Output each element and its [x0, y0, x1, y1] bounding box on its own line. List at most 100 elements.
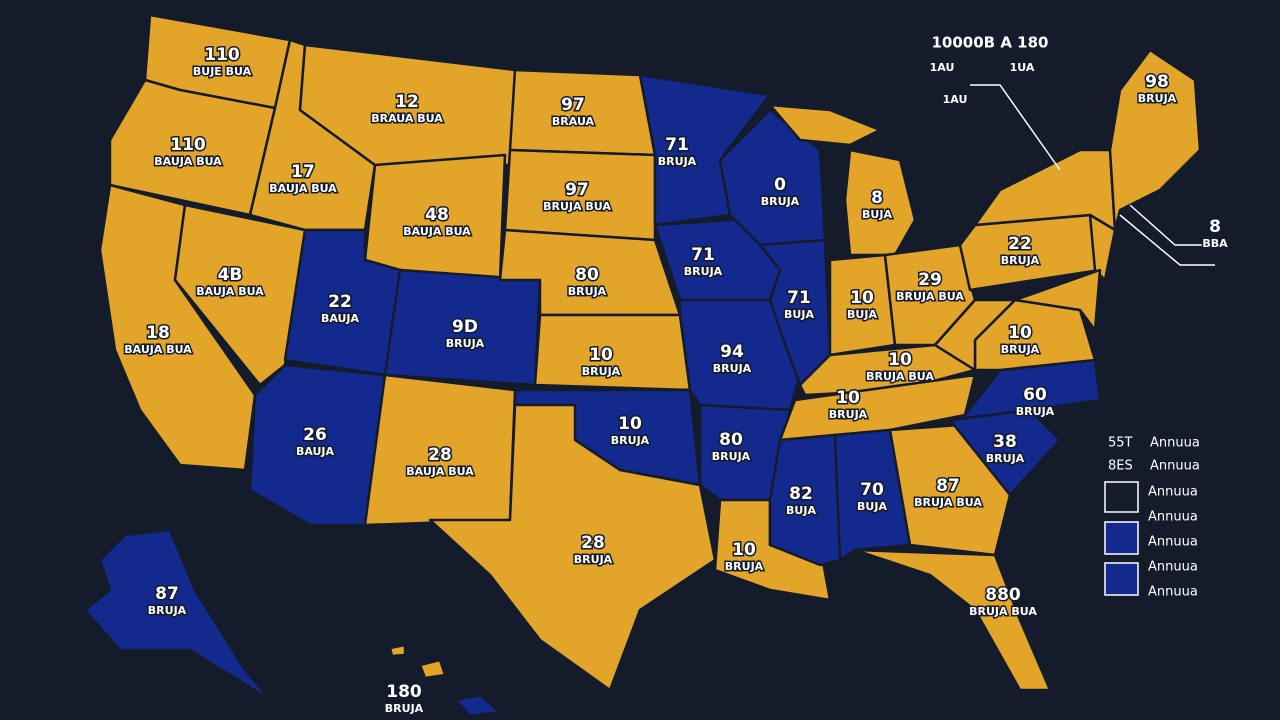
state	[388, 643, 407, 658]
state-label: BUJE BUA	[193, 65, 252, 78]
state-number: 98	[1145, 72, 1169, 92]
state-number: 18	[146, 323, 170, 343]
state	[1108, 48, 1202, 232]
state-label: BRUJA	[582, 365, 621, 378]
state	[1013, 268, 1102, 332]
state-number: 29	[918, 270, 942, 290]
state-number: 10	[836, 388, 860, 408]
state-label: BRUJA	[712, 450, 751, 463]
legend-swatches	[1104, 481, 1139, 596]
state	[453, 693, 502, 718]
state-label: BUJA	[857, 500, 887, 513]
state-label: BRUJA	[684, 265, 723, 278]
state-label: BAUJA	[321, 312, 360, 325]
states	[83, 13, 1202, 718]
state	[418, 658, 447, 680]
state-label: BRUJA	[1001, 343, 1040, 356]
state-label: BAUJA BUA	[124, 343, 192, 356]
state-number: 4B	[218, 265, 243, 285]
state-number: 48	[425, 205, 449, 225]
state-number: 28	[581, 533, 605, 553]
header-note: 1AU	[943, 93, 968, 106]
state-label: BRUJA	[658, 155, 697, 168]
state-label: BRUJA	[725, 560, 764, 573]
legend-item: Annuua	[1148, 535, 1198, 550]
state-number: 80	[575, 265, 599, 285]
state-label: BAUJA	[296, 445, 335, 458]
state-number: 22	[328, 292, 352, 312]
state-label: BRUJA	[761, 195, 800, 208]
state-label: BRUJA	[148, 604, 187, 617]
state-number: 28	[428, 445, 452, 465]
state	[853, 548, 1052, 692]
callout-line	[970, 84, 1061, 171]
state-label: BUJA	[847, 308, 877, 321]
state-label: BUJA	[786, 504, 816, 517]
callout-line	[1129, 204, 1210, 246]
state-number: 22	[1008, 234, 1032, 254]
callouts	[970, 84, 1215, 266]
legend-item: Annuua	[1148, 560, 1198, 575]
state-number: 80	[719, 430, 743, 450]
state-number: 60	[1023, 385, 1047, 405]
state-number: 71	[787, 288, 811, 308]
state-number: 82	[789, 484, 813, 504]
state-number: 38	[993, 432, 1017, 452]
state-number: 8	[871, 188, 883, 208]
state-number: 110	[170, 135, 206, 155]
state-label: BRUJA	[1001, 254, 1040, 267]
state-label: BRUJA	[1016, 405, 1055, 418]
state-label: BRUJA	[1138, 92, 1177, 105]
state-number: 26	[303, 425, 327, 445]
legend-label: Annuua	[1150, 459, 1200, 474]
state-number: 9D	[452, 317, 478, 337]
state-number: 87	[936, 476, 960, 496]
state	[933, 298, 1017, 372]
state-label: BUJA	[862, 208, 892, 221]
state-label: BAUJA BUA	[196, 285, 264, 298]
legend-item: Annuua	[1148, 510, 1198, 525]
legend-code: 8ES	[1108, 459, 1133, 474]
legend-swatch	[1104, 521, 1139, 555]
state-number: 10	[618, 414, 642, 434]
state-number: 10	[1008, 323, 1032, 343]
state-number: 110	[204, 45, 240, 65]
state-label: BRUJA	[611, 434, 650, 447]
state	[1088, 213, 1117, 282]
state-number: 71	[665, 135, 689, 155]
state-number: 71	[691, 245, 715, 265]
state-label: BRAUA	[552, 115, 595, 128]
state-number: 10	[850, 288, 874, 308]
state-number: 10	[589, 345, 613, 365]
state-number: 12	[395, 92, 419, 112]
state	[833, 428, 912, 562]
header-left: 1AU	[930, 61, 955, 74]
state-label: BRUJA BUA	[896, 290, 964, 303]
legend-swatch	[1104, 481, 1139, 513]
state-label: BRUJA BUA	[969, 605, 1037, 618]
state-label: BAUJA BUA	[269, 182, 337, 195]
state-label: BRAUA BUA	[371, 112, 443, 125]
state-label: BAUJA BUA	[154, 155, 222, 168]
state-label: BRUJA BUA	[914, 496, 982, 509]
state-label: BRUJA	[385, 702, 424, 715]
state-label: BRUJA BUA	[866, 370, 934, 383]
state-number: 70	[860, 480, 884, 500]
callout-line	[1119, 214, 1215, 266]
legend-code: 55T	[1108, 436, 1133, 451]
state-label: BRUJA	[713, 362, 752, 375]
header-title: 10000B A 180	[932, 34, 1049, 52]
state	[778, 373, 977, 442]
state	[758, 238, 832, 387]
state-number: 10	[732, 540, 756, 560]
state-label: BAUJA BUA	[406, 465, 474, 478]
state-number: 880	[985, 585, 1021, 605]
state-number: 87	[155, 584, 179, 604]
state-label: BRUJA BUA	[543, 200, 611, 213]
state	[83, 528, 272, 702]
state-label: BRUJA	[574, 553, 613, 566]
state-number: 180	[386, 682, 422, 702]
state-number: 97	[565, 180, 589, 200]
legend-swatch	[1104, 562, 1139, 596]
